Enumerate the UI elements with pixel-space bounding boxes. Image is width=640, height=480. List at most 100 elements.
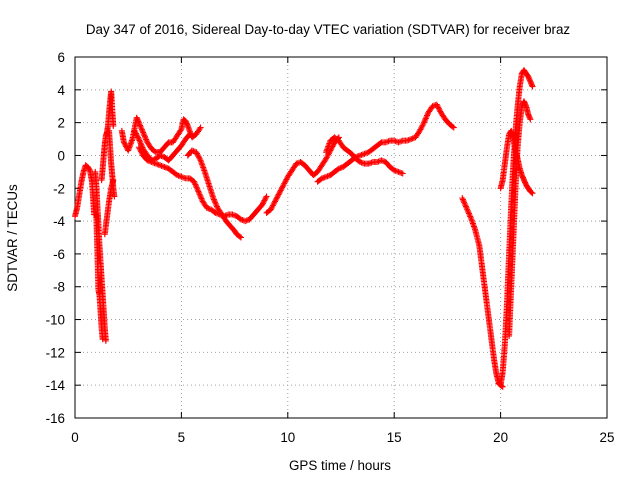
data-point [528,189,535,196]
axis-ticks [74,56,608,419]
data-point [276,188,283,195]
data-point [263,193,270,200]
series-pass-1 [72,162,106,343]
data-point [212,199,219,206]
data-point [449,123,456,130]
data-point [270,201,277,208]
data-point [236,233,243,240]
y-tick-label: 4 [58,83,66,98]
data-point [193,149,200,156]
data-point [269,202,276,209]
data-point [436,107,443,114]
data-point [135,119,142,126]
data-point [419,122,426,129]
y-tick-label: -8 [53,280,65,295]
chart-title: Day 347 of 2016, Sidereal Day-to-day VTE… [86,22,571,37]
series-pass-13 [459,195,506,390]
data-point [277,187,284,194]
data-point [138,126,145,133]
series-pass-16 [506,98,534,339]
data-point [210,196,217,203]
data-point [424,112,431,119]
data-point [283,176,290,183]
data-point [450,124,457,131]
data-point [262,194,269,201]
data-point [274,192,281,199]
data-point [140,130,147,137]
series-pass-9 [184,147,244,241]
data-point [272,197,279,204]
data-point [137,123,144,130]
data-point [132,129,139,136]
y-tick-label: -6 [53,247,65,262]
data-point [416,127,423,134]
data-point [141,133,148,140]
data-point [418,125,425,132]
y-tick-label: 0 [58,148,65,163]
x-tick-label: 10 [280,430,295,445]
y-axis-label: SDTVAR / TECUs [5,184,20,292]
data-point [272,198,279,205]
data-point [191,180,198,187]
data-point [211,197,218,204]
data-point [143,136,150,143]
data-point [465,210,472,217]
series-pass-3 [98,88,117,184]
data-point [423,114,430,121]
series-pass-6 [118,114,204,156]
series-pass-4 [101,177,117,238]
data-point [111,193,118,200]
data-point [275,191,282,198]
data-point [186,131,193,138]
data-point [138,125,145,132]
data-point [195,188,202,195]
x-axis-label: GPS time / hours [289,458,391,473]
data-point [273,195,280,202]
data-points [72,67,536,390]
data-point [259,200,266,207]
data-point [136,121,143,128]
data-point [196,154,203,161]
data-point [141,132,148,139]
data-point [276,190,283,197]
data-point [422,115,429,122]
data-point [464,207,471,214]
data-point [280,181,287,188]
data-point [142,135,149,142]
data-point [323,154,330,161]
data-point [418,123,425,130]
data-point [192,181,199,188]
y-tick-label: -10 [46,313,65,328]
series-pass-2 [92,168,109,344]
data-point [133,130,140,137]
data-point [198,195,205,202]
data-point [197,192,204,199]
data-point [464,206,471,213]
data-point [137,146,144,153]
series-pass-12 [314,101,457,185]
data-point [177,127,184,134]
data-point [529,190,536,197]
data-point [191,178,198,185]
data-point [420,121,427,128]
data-point [102,337,109,344]
data-point [135,136,142,143]
data-point [274,194,281,201]
data-point [420,119,427,126]
data-point [422,116,429,123]
data-point [399,170,406,177]
data-point [210,195,217,202]
data-point [466,211,473,218]
data-point [460,197,467,204]
data-point [196,125,203,132]
y-tick-label: 6 [58,50,65,65]
data-point [465,209,472,216]
data-point [268,205,275,212]
data-point [139,128,146,135]
y-tick-label: -2 [53,181,65,196]
data-point [269,203,276,210]
x-tick-label: 0 [71,430,78,445]
data-point [213,202,220,209]
data-point [435,104,442,111]
